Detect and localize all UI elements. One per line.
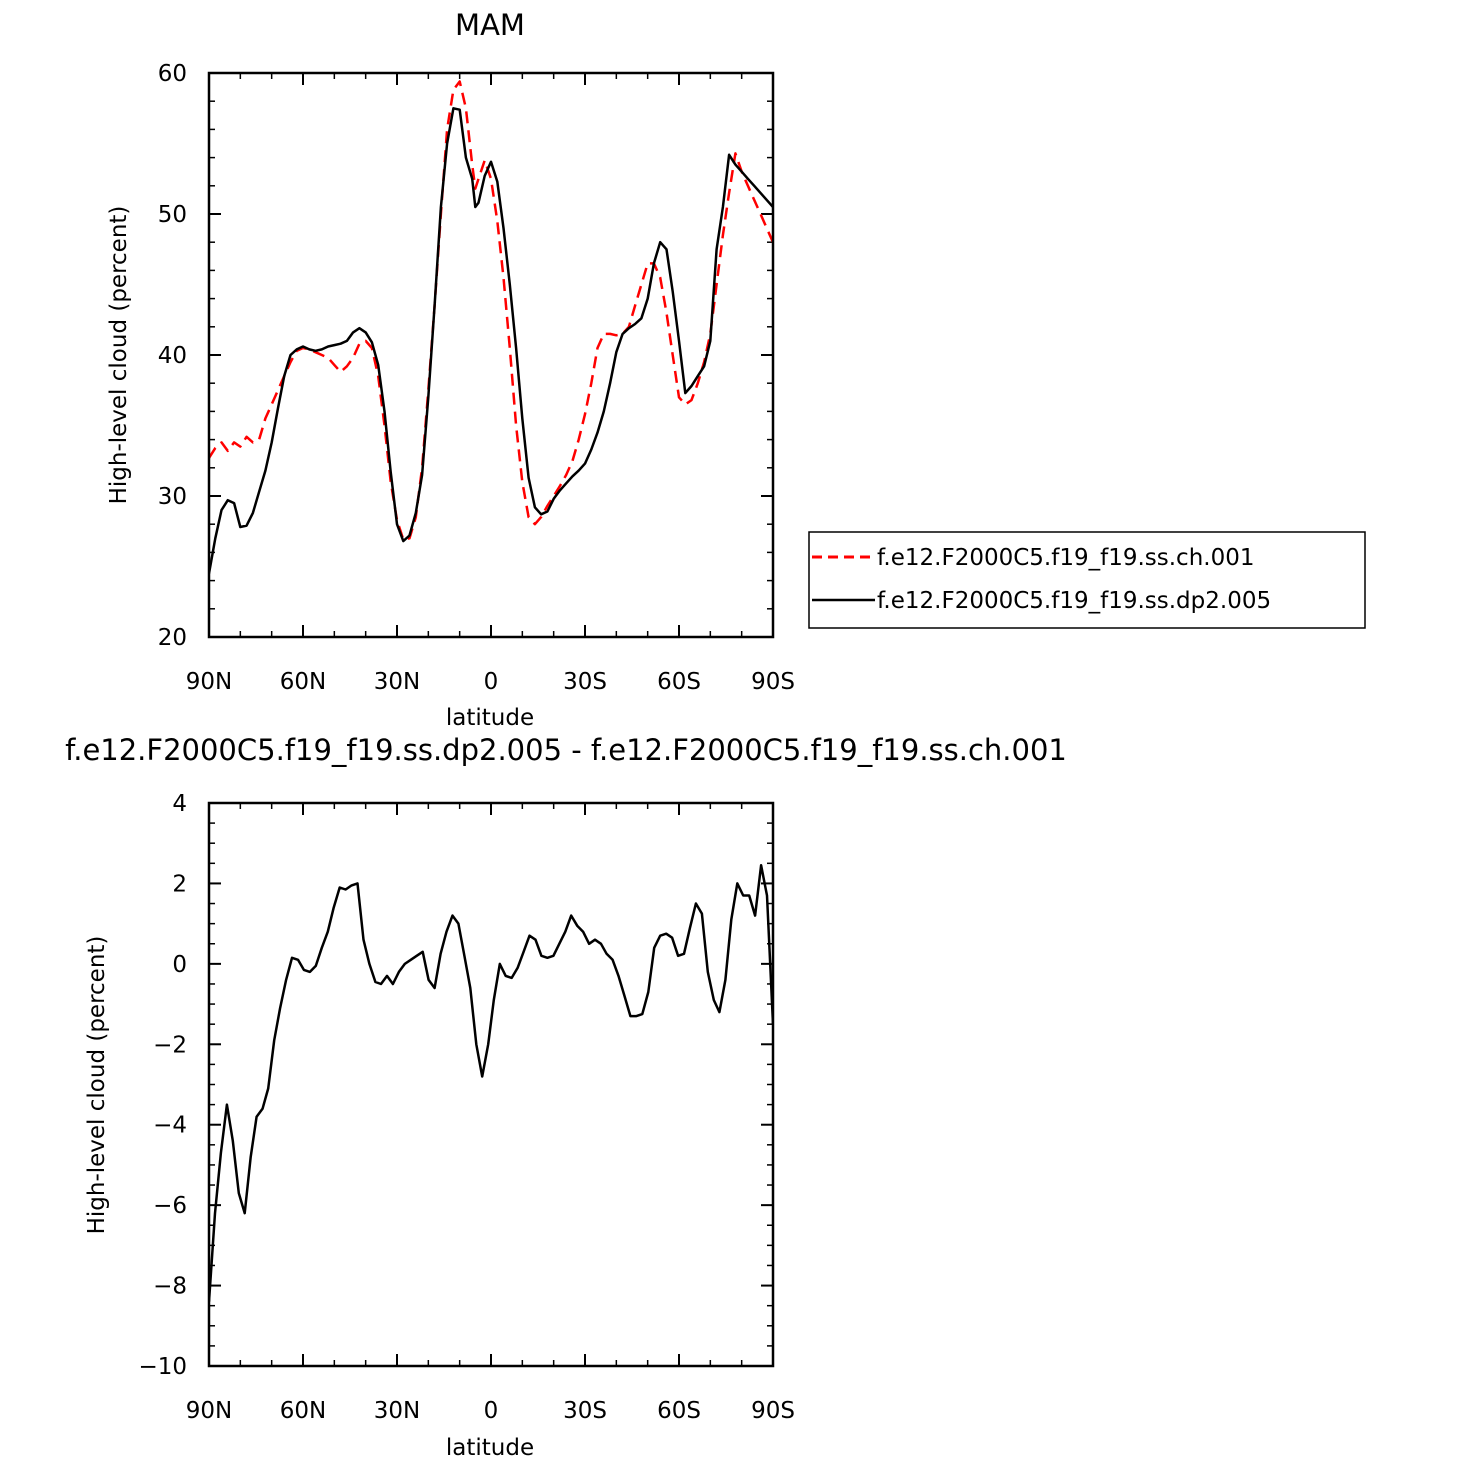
x-tick-label: 0	[484, 669, 499, 695]
y-tick-label: 60	[158, 61, 187, 87]
y-tick-label: −6	[153, 1193, 187, 1219]
x-tick-label: 30S	[563, 1398, 607, 1424]
bottom-chart-xlabel: latitude	[446, 1435, 534, 1461]
top-chart-title: MAM	[455, 8, 525, 42]
x-tick-label: 30S	[563, 669, 607, 695]
legend-label-dp2005: f.e12.F2000C5.f19_f19.ss.dp2.005	[877, 588, 1271, 614]
bottom-chart-series	[209, 864, 773, 1302]
legend-label-ch001: f.e12.F2000C5.f19_f19.ss.ch.001	[877, 545, 1254, 571]
y-tick-label: 20	[158, 625, 187, 651]
bottom-chart-ticks: 90N 60N 30N 0 30S 60S 90S −10 −8 −6 −4 −2 0 2 4	[138, 791, 794, 1424]
top-chart-legend: f.e12.F2000C5.f19_f19.ss.ch.001 f.e12.F2…	[808, 531, 1366, 629]
x-tick-label: 30N	[374, 669, 420, 695]
series-line-005	[209, 107, 773, 574]
x-tick-label: 90S	[751, 669, 795, 695]
y-tick-label: 30	[158, 484, 187, 510]
top-chart-series	[209, 80, 773, 574]
series-line-difference	[209, 864, 773, 1302]
bottom-chart-title: f.e12.F2000C5.f19_f19.ss.dp2.005 - f.e12…	[65, 733, 1067, 767]
x-tick-label: 30N	[374, 1398, 420, 1424]
y-tick-label: 2	[172, 871, 187, 897]
x-tick-label: 60S	[657, 669, 701, 695]
y-tick-label: −8	[153, 1274, 187, 1300]
y-tick-label: 4	[172, 791, 187, 817]
y-tick-label: 40	[158, 343, 187, 369]
series-line-001	[209, 80, 773, 541]
bottom-chart-frame	[207, 801, 775, 1368]
y-tick-label: −10	[138, 1354, 187, 1380]
x-tick-label: 90N	[186, 1398, 232, 1424]
bottom-chart-panel: f.e12.F2000C5.f19_f19.ss.dp2.005 - f.e12…	[65, 733, 1067, 1461]
x-tick-label: 60N	[280, 1398, 326, 1424]
top-chart-frame	[207, 71, 775, 639]
top-chart-ylabel: High-level cloud (percent)	[106, 206, 132, 505]
bottom-chart-ylabel: High-level cloud (percent)	[84, 936, 110, 1235]
y-tick-label: 50	[158, 202, 187, 228]
y-tick-label: 0	[172, 952, 187, 978]
top-chart-panel: MAM 90N 60N 30N 0 30S 60S 90S 20 30 40 50 60 latitu…	[106, 8, 1366, 731]
top-chart-ticks: 90N 60N 30N 0 30S 60S 90S 20 30 40 50 60	[158, 61, 795, 695]
x-tick-label: 0	[484, 1398, 499, 1424]
y-tick-label: −2	[153, 1032, 187, 1058]
x-tick-label: 90N	[186, 669, 232, 695]
y-tick-label: −4	[153, 1113, 187, 1139]
legend-box	[808, 531, 1366, 629]
top-chart-xlabel: latitude	[446, 705, 534, 731]
x-tick-label: 60N	[280, 669, 326, 695]
x-tick-label: 90S	[751, 1398, 795, 1424]
x-tick-label: 60S	[657, 1398, 701, 1424]
